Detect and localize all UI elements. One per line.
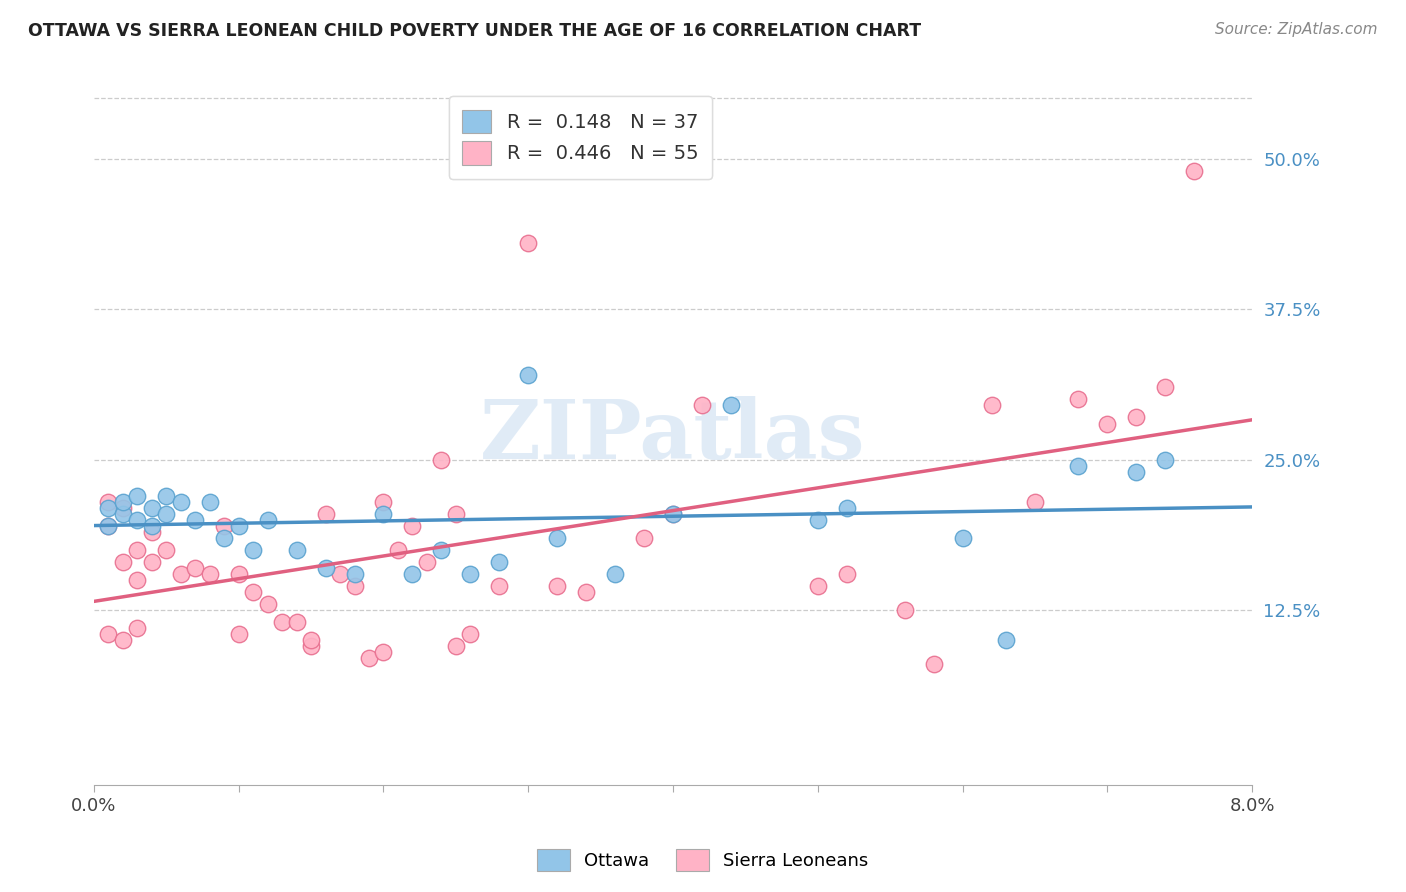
Point [111, 507, 134, 521]
Point [343, 579, 366, 593]
Point [111, 555, 134, 569]
Point [633, 531, 655, 545]
Point [127, 573, 149, 587]
Text: OTTAWA VS SIERRA LEONEAN CHILD POVERTY UNDER THE AGE OF 16 CORRELATION CHART: OTTAWA VS SIERRA LEONEAN CHILD POVERTY U… [28, 22, 921, 40]
Point [198, 567, 221, 582]
Point [256, 597, 278, 611]
Point [111, 633, 134, 648]
Point [170, 495, 193, 509]
Legend: R =  0.148   N = 37, R =  0.446   N = 55: R = 0.148 N = 37, R = 0.446 N = 55 [449, 96, 713, 178]
Point [242, 585, 264, 599]
Point [387, 543, 409, 558]
Point [575, 585, 598, 599]
Point [212, 519, 235, 533]
Point [285, 615, 308, 630]
Point [141, 519, 163, 533]
Point [662, 507, 685, 521]
Point [922, 657, 945, 672]
Text: ZIPatlas: ZIPatlas [481, 395, 866, 475]
Point [111, 500, 134, 515]
Point [995, 633, 1018, 648]
Point [1154, 380, 1177, 394]
Point [343, 567, 366, 582]
Point [141, 555, 163, 569]
Point [198, 495, 221, 509]
Point [1182, 163, 1205, 178]
Point [444, 640, 467, 654]
Point [127, 489, 149, 503]
Point [97, 627, 120, 641]
Point [488, 579, 510, 593]
Point [690, 399, 713, 413]
Point [228, 627, 250, 641]
Point [315, 561, 337, 575]
Point [517, 235, 540, 250]
Point [228, 567, 250, 582]
Point [299, 633, 322, 648]
Point [662, 507, 685, 521]
Point [416, 555, 439, 569]
Point [141, 524, 163, 539]
Point [517, 368, 540, 383]
Point [127, 543, 149, 558]
Point [952, 531, 974, 545]
Point [111, 495, 134, 509]
Point [127, 621, 149, 635]
Point [1097, 417, 1119, 431]
Point [170, 567, 193, 582]
Point [1125, 410, 1147, 425]
Point [893, 603, 915, 617]
Point [1067, 458, 1090, 473]
Point [980, 399, 1002, 413]
Point [373, 507, 395, 521]
Point [271, 615, 294, 630]
Point [546, 579, 568, 593]
Point [256, 513, 278, 527]
Point [835, 500, 858, 515]
Point [242, 543, 264, 558]
Point [97, 495, 120, 509]
Legend: Ottawa, Sierra Leoneans: Ottawa, Sierra Leoneans [530, 842, 876, 879]
Point [155, 507, 177, 521]
Point [605, 567, 627, 582]
Point [155, 543, 177, 558]
Point [430, 543, 453, 558]
Point [460, 567, 482, 582]
Point [401, 519, 423, 533]
Point [141, 500, 163, 515]
Point [285, 543, 308, 558]
Point [315, 507, 337, 521]
Point [430, 452, 453, 467]
Point [155, 489, 177, 503]
Point [97, 500, 120, 515]
Point [299, 640, 322, 654]
Point [184, 561, 207, 575]
Point [1154, 452, 1177, 467]
Point [1024, 495, 1046, 509]
Point [835, 567, 858, 582]
Point [444, 507, 467, 521]
Point [373, 645, 395, 659]
Point [212, 531, 235, 545]
Point [97, 519, 120, 533]
Point [1125, 465, 1147, 479]
Text: Source: ZipAtlas.com: Source: ZipAtlas.com [1215, 22, 1378, 37]
Point [329, 567, 352, 582]
Point [720, 399, 742, 413]
Point [228, 519, 250, 533]
Point [546, 531, 568, 545]
Point [357, 651, 380, 665]
Point [807, 513, 830, 527]
Point [373, 495, 395, 509]
Point [1067, 392, 1090, 407]
Point [807, 579, 830, 593]
Point [97, 519, 120, 533]
Point [184, 513, 207, 527]
Point [127, 513, 149, 527]
Point [401, 567, 423, 582]
Point [460, 627, 482, 641]
Point [488, 555, 510, 569]
